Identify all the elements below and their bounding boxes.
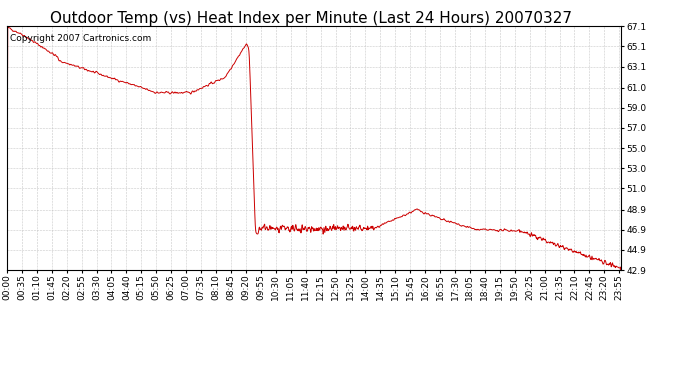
Text: Copyright 2007 Cartronics.com: Copyright 2007 Cartronics.com	[10, 34, 151, 43]
Text: Outdoor Temp (vs) Heat Index per Minute (Last 24 Hours) 20070327: Outdoor Temp (vs) Heat Index per Minute …	[50, 11, 571, 26]
